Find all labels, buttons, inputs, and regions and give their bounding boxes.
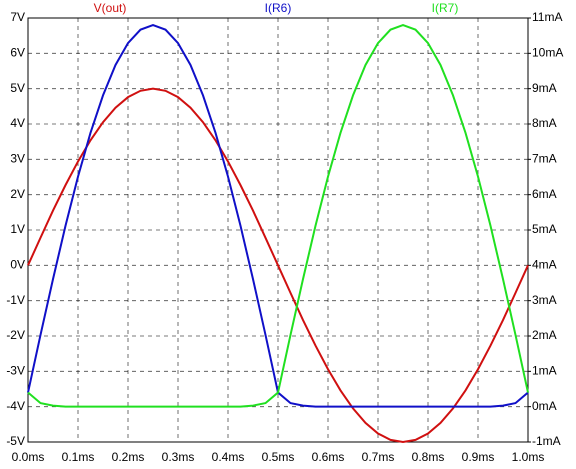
x-tick-label: 0.6ms (312, 450, 345, 464)
x-tick-label: 0.0ms (12, 450, 45, 464)
y-tick-label: -3V (6, 364, 25, 378)
x-tick-label: 0.5ms (262, 450, 295, 464)
y-tick-label: 2V (10, 187, 25, 201)
y-tick-label: 3V (10, 152, 25, 166)
y2-tick-label: 9mA (532, 81, 557, 95)
y2-tick-label: 1mA (532, 364, 557, 378)
x-tick-label: 0.3ms (162, 450, 195, 464)
y-tick-label: -2V (6, 328, 25, 342)
y2-tick-label: 5mA (532, 222, 557, 236)
x-tick-label: 0.4ms (212, 450, 245, 464)
legend-label: V(out) (94, 1, 127, 15)
plot-frame (27, 17, 529, 443)
x-tick-label: 0.7ms (362, 450, 395, 464)
y-tick-label: 0V (10, 258, 25, 272)
y2-tick-label: 2mA (532, 328, 557, 342)
y-tick-label: 6V (10, 46, 25, 60)
legend-label: I(R6) (265, 1, 292, 15)
x-tick-label: 0.9ms (462, 450, 495, 464)
y2-tick-label: 7mA (532, 152, 557, 166)
series-line (27, 87, 529, 444)
y2-tick-label: 10mA (532, 46, 563, 60)
y-tick-label: 1V (10, 222, 25, 236)
y2-tick-label: 3mA (532, 293, 557, 307)
x-tick-label: 0.1ms (62, 450, 95, 464)
y2-tick-label: 4mA (532, 258, 557, 272)
series-line (27, 24, 529, 408)
y-tick-label: -5V (6, 434, 25, 448)
y2-tick-label: 8mA (532, 116, 557, 130)
y2-tick-label: -1mA (532, 434, 561, 448)
legend-label: I(R7) (432, 1, 459, 15)
y-tick-label: -1V (6, 293, 25, 307)
y-tick-label: 5V (10, 81, 25, 95)
y-tick-label: 7V (10, 10, 25, 24)
x-tick-label: 1.0ms (512, 450, 545, 464)
y2-tick-label: 0mA (532, 399, 557, 413)
y-tick-label: 4V (10, 116, 25, 130)
x-tick-label: 0.2ms (112, 450, 145, 464)
x-tick-label: 0.8ms (412, 450, 445, 464)
y2-tick-label: 11mA (532, 10, 562, 24)
y-tick-label: -4V (6, 399, 25, 413)
y2-tick-label: 6mA (532, 187, 557, 201)
